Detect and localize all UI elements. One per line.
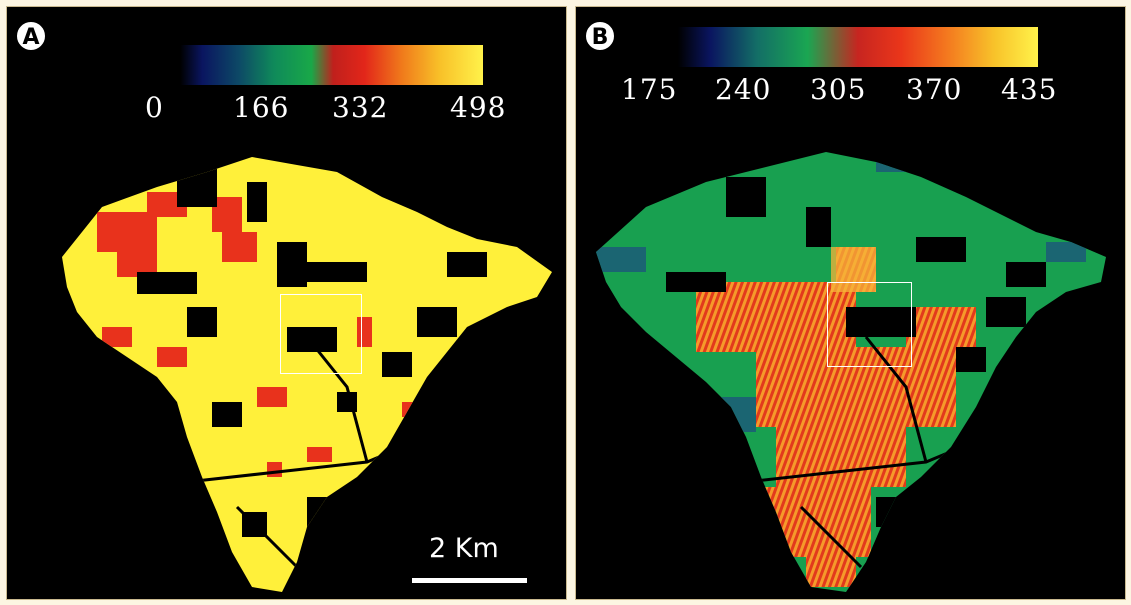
irrigation-map-b xyxy=(596,152,1106,592)
colorbar-tick: 370 xyxy=(906,73,963,106)
scale-bar xyxy=(412,578,527,583)
colorbar-tick: 435 xyxy=(1001,73,1058,106)
irrigation-map-a xyxy=(62,157,552,592)
panel-label-b: B xyxy=(584,20,616,52)
region-of-interest-box xyxy=(827,282,912,367)
panel-label-a: A xyxy=(15,20,47,52)
colorbar-b xyxy=(678,27,1038,67)
colorbar-tick: 305 xyxy=(810,73,867,106)
colorbar-tick: 175 xyxy=(621,73,678,106)
colorbar-tick: 332 xyxy=(332,91,389,124)
region-of-interest-box xyxy=(280,294,362,374)
map-panel-a: A 0 166 332 498 2 Km xyxy=(7,7,566,599)
colorbar-a xyxy=(171,45,483,85)
colorbar-tick: 240 xyxy=(715,73,772,106)
colorbar-tick: 0 xyxy=(145,91,164,124)
scale-bar-label: 2 Km xyxy=(429,533,499,564)
map-panel-b: B 175 240 305 370 435 xyxy=(576,7,1125,599)
colorbar-tick: 166 xyxy=(233,91,290,124)
colorbar-tick: 498 xyxy=(450,91,507,124)
